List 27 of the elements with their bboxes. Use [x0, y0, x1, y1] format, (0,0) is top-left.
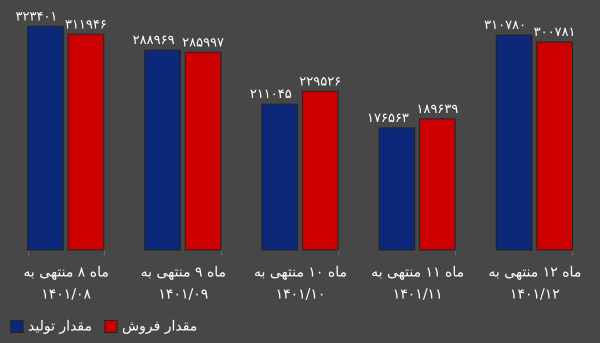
legend-label: مقدار تولید — [28, 318, 92, 334]
legend-label: مقدار فروش — [122, 318, 198, 334]
x-tick-label: ماه ۸ منتهی به ۱۴۰۱/۰۸ — [23, 264, 109, 302]
bar — [302, 90, 339, 250]
data-label: ۳۱۰۷۸۰ — [484, 18, 526, 34]
bar — [68, 34, 104, 250]
bar — [378, 127, 416, 250]
data-label: ۲۸۵۹۹۷ — [182, 35, 224, 50]
data-label: ۳۰۰۷۸۱ — [534, 25, 576, 40]
data-label: ۳۲۳۴۰۱ — [15, 9, 58, 24]
x-tick-label: ماه ۱۲ منتهی به ۱۴۰۱/۱۲ — [488, 264, 582, 302]
bar — [536, 42, 573, 250]
data-label: ۳۱۱۹۴۶ — [64, 17, 107, 32]
x-tick-label: ماه ۹ منتهی به ۱۴۰۱/۰۹ — [140, 264, 226, 302]
bar — [184, 52, 222, 250]
bar — [419, 118, 456, 250]
bar — [261, 104, 298, 250]
bar — [496, 34, 532, 250]
x-tick-label: ماه ۱۰ منتهی به ۱۴۰۱/۱۰ — [254, 264, 347, 302]
x-tick-label: ماه ۱۱ منتهی به ۱۴۰۱/۱۱ — [371, 264, 464, 302]
bar — [27, 26, 64, 250]
data-label: ۱۷۶۵۶۳ — [367, 110, 409, 126]
data-label: ۲۱۱۰۴۵ — [250, 87, 292, 102]
data-label: ۱۸۹۶۳۹ — [416, 102, 458, 117]
bar — [144, 50, 181, 250]
data-label: ۲۲۹۵۲۶ — [299, 74, 342, 90]
data-label: ۲۸۸۹۶۹ — [132, 33, 175, 48]
